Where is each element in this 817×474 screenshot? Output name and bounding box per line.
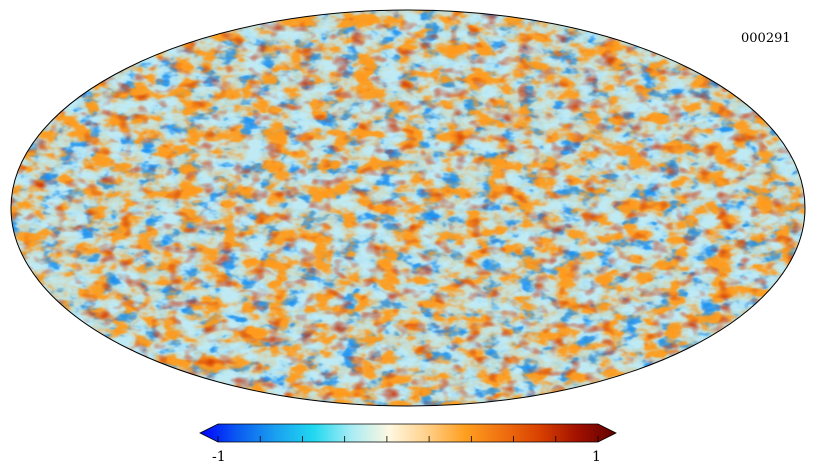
- map-id-label: 000291: [741, 31, 791, 46]
- colorbar-ticks: [217, 436, 599, 442]
- colorbar-min-label: -1: [212, 449, 226, 465]
- map-outline: [10, 9, 806, 407]
- colorbar-bar: [199, 423, 617, 443]
- sky-map: [10, 9, 806, 407]
- colorbar: [199, 423, 617, 443]
- colorbar-max-label: 1: [592, 449, 601, 465]
